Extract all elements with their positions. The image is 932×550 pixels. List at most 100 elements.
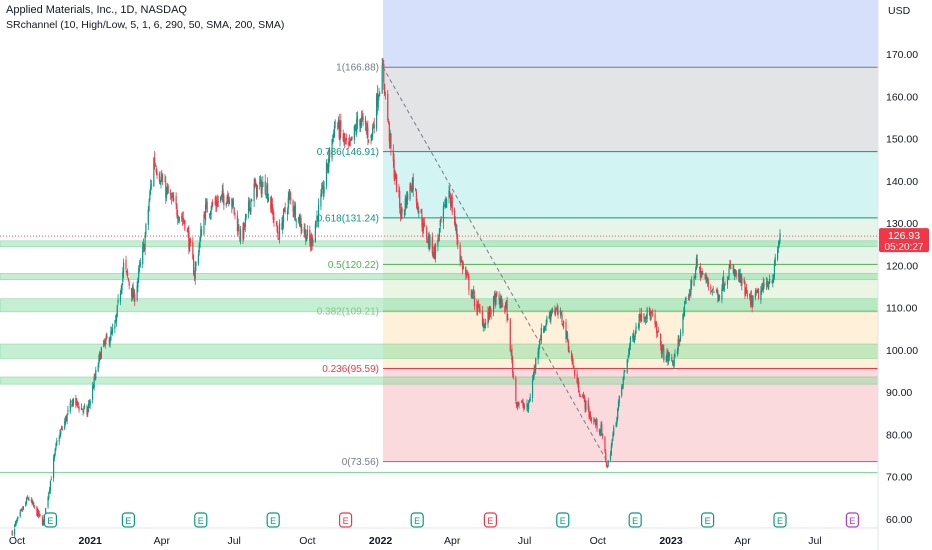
candle-body <box>706 278 708 282</box>
fib-label: 0(73.56) <box>342 457 379 468</box>
candle <box>148 198 150 213</box>
candle-body <box>183 219 185 223</box>
candle-body <box>771 281 773 283</box>
candle <box>590 416 593 424</box>
candle-body <box>19 511 21 517</box>
candle <box>516 401 518 409</box>
earnings-marker[interactable]: E <box>628 512 642 528</box>
candle-body <box>674 354 676 358</box>
candle-body <box>356 116 359 123</box>
candle <box>36 505 38 517</box>
candle-body <box>349 139 351 142</box>
candle-body <box>723 285 725 291</box>
candle-body <box>81 408 83 411</box>
candle <box>239 236 241 242</box>
candle <box>223 193 225 210</box>
earnings-marker[interactable]: E <box>773 512 787 528</box>
time-tick-label: Oct <box>9 535 25 547</box>
candle <box>60 425 63 431</box>
candle-body <box>225 202 227 206</box>
candle <box>226 194 228 205</box>
candle <box>360 110 363 129</box>
candle <box>203 211 205 236</box>
candle-body <box>153 158 155 187</box>
price-tick-label: 140.00 <box>886 176 918 188</box>
candle-body <box>181 217 184 220</box>
candle <box>398 184 400 199</box>
candle-body <box>754 292 756 298</box>
candle-body <box>132 286 134 298</box>
candle <box>637 323 639 330</box>
indicator-legend[interactable]: SRchannel (10, High/Low, 5, 1, 6, 290, 5… <box>6 19 285 31</box>
candle-body <box>488 311 490 319</box>
candle <box>571 353 573 365</box>
candle <box>181 211 184 226</box>
candle <box>750 290 752 307</box>
candle-body <box>14 523 17 525</box>
candle-body <box>205 202 207 204</box>
candle <box>247 196 250 219</box>
time-axis[interactable]: Oct 2021 Apr Jul Oct 2022 Apr Jul Oct 2023 Apr Jul <box>0 527 878 547</box>
candle <box>629 343 631 356</box>
candle <box>366 122 368 139</box>
candle <box>60 428 62 437</box>
earnings-marker[interactable]: E <box>410 512 424 528</box>
earnings-marker[interactable]: E <box>266 512 280 528</box>
candle <box>651 310 653 314</box>
candle <box>734 268 736 281</box>
candle-body <box>305 229 307 243</box>
candle-body <box>494 294 496 306</box>
earnings-marker[interactable]: E <box>845 512 859 528</box>
candle-body <box>595 419 597 425</box>
candle-body <box>294 205 296 216</box>
candle-body <box>99 353 102 360</box>
candle-body <box>632 335 634 339</box>
candle-body <box>401 208 403 213</box>
candle <box>217 195 219 207</box>
candle <box>59 429 61 440</box>
candle <box>683 300 686 317</box>
candle <box>105 333 107 345</box>
candle-body <box>479 309 481 312</box>
candle-body <box>734 270 737 274</box>
candle <box>21 508 23 512</box>
candle <box>388 121 390 149</box>
candle-body <box>72 399 74 406</box>
candle <box>761 283 763 295</box>
candle <box>355 124 357 136</box>
candle <box>673 353 675 369</box>
candle <box>303 223 305 238</box>
earnings-marker[interactable]: E <box>43 512 58 528</box>
candle-body <box>481 311 484 325</box>
candle <box>333 121 336 138</box>
candle <box>311 234 313 250</box>
candle <box>607 459 609 468</box>
earnings-badge <box>556 512 570 528</box>
candle-body <box>103 342 106 344</box>
last-price-value: 126.93 <box>888 230 920 242</box>
fib-level-labels: 1(166.88) 0.786(146.91) 0.618(131.24) 0.5(1… <box>317 63 379 468</box>
candle <box>459 242 461 267</box>
candle-body <box>629 337 632 346</box>
earnings-marker[interactable]: E <box>483 512 497 528</box>
candle-body <box>462 266 464 269</box>
earnings-marker[interactable]: E <box>194 512 208 528</box>
candle-body <box>267 197 270 202</box>
candle <box>131 284 133 301</box>
candle <box>611 438 613 448</box>
symbol-title[interactable]: Applied Materials, Inc., 1D, NASDAQ <box>6 4 187 16</box>
candle-body <box>650 313 652 319</box>
candle-body <box>254 182 256 186</box>
earnings-marker[interactable]: E <box>338 512 353 528</box>
candle <box>323 181 325 197</box>
earnings-marker[interactable]: E <box>121 512 135 528</box>
price-axis[interactable]: USD 60.00 70.00 80.00 90.00 100.00 110.00 120.0… <box>877 0 918 550</box>
earnings-marker[interactable]: E <box>700 512 715 528</box>
candle-body <box>440 217 442 222</box>
candle <box>283 207 285 212</box>
candle <box>104 338 106 349</box>
candle <box>403 209 406 218</box>
earnings-marker[interactable]: E <box>556 512 570 528</box>
